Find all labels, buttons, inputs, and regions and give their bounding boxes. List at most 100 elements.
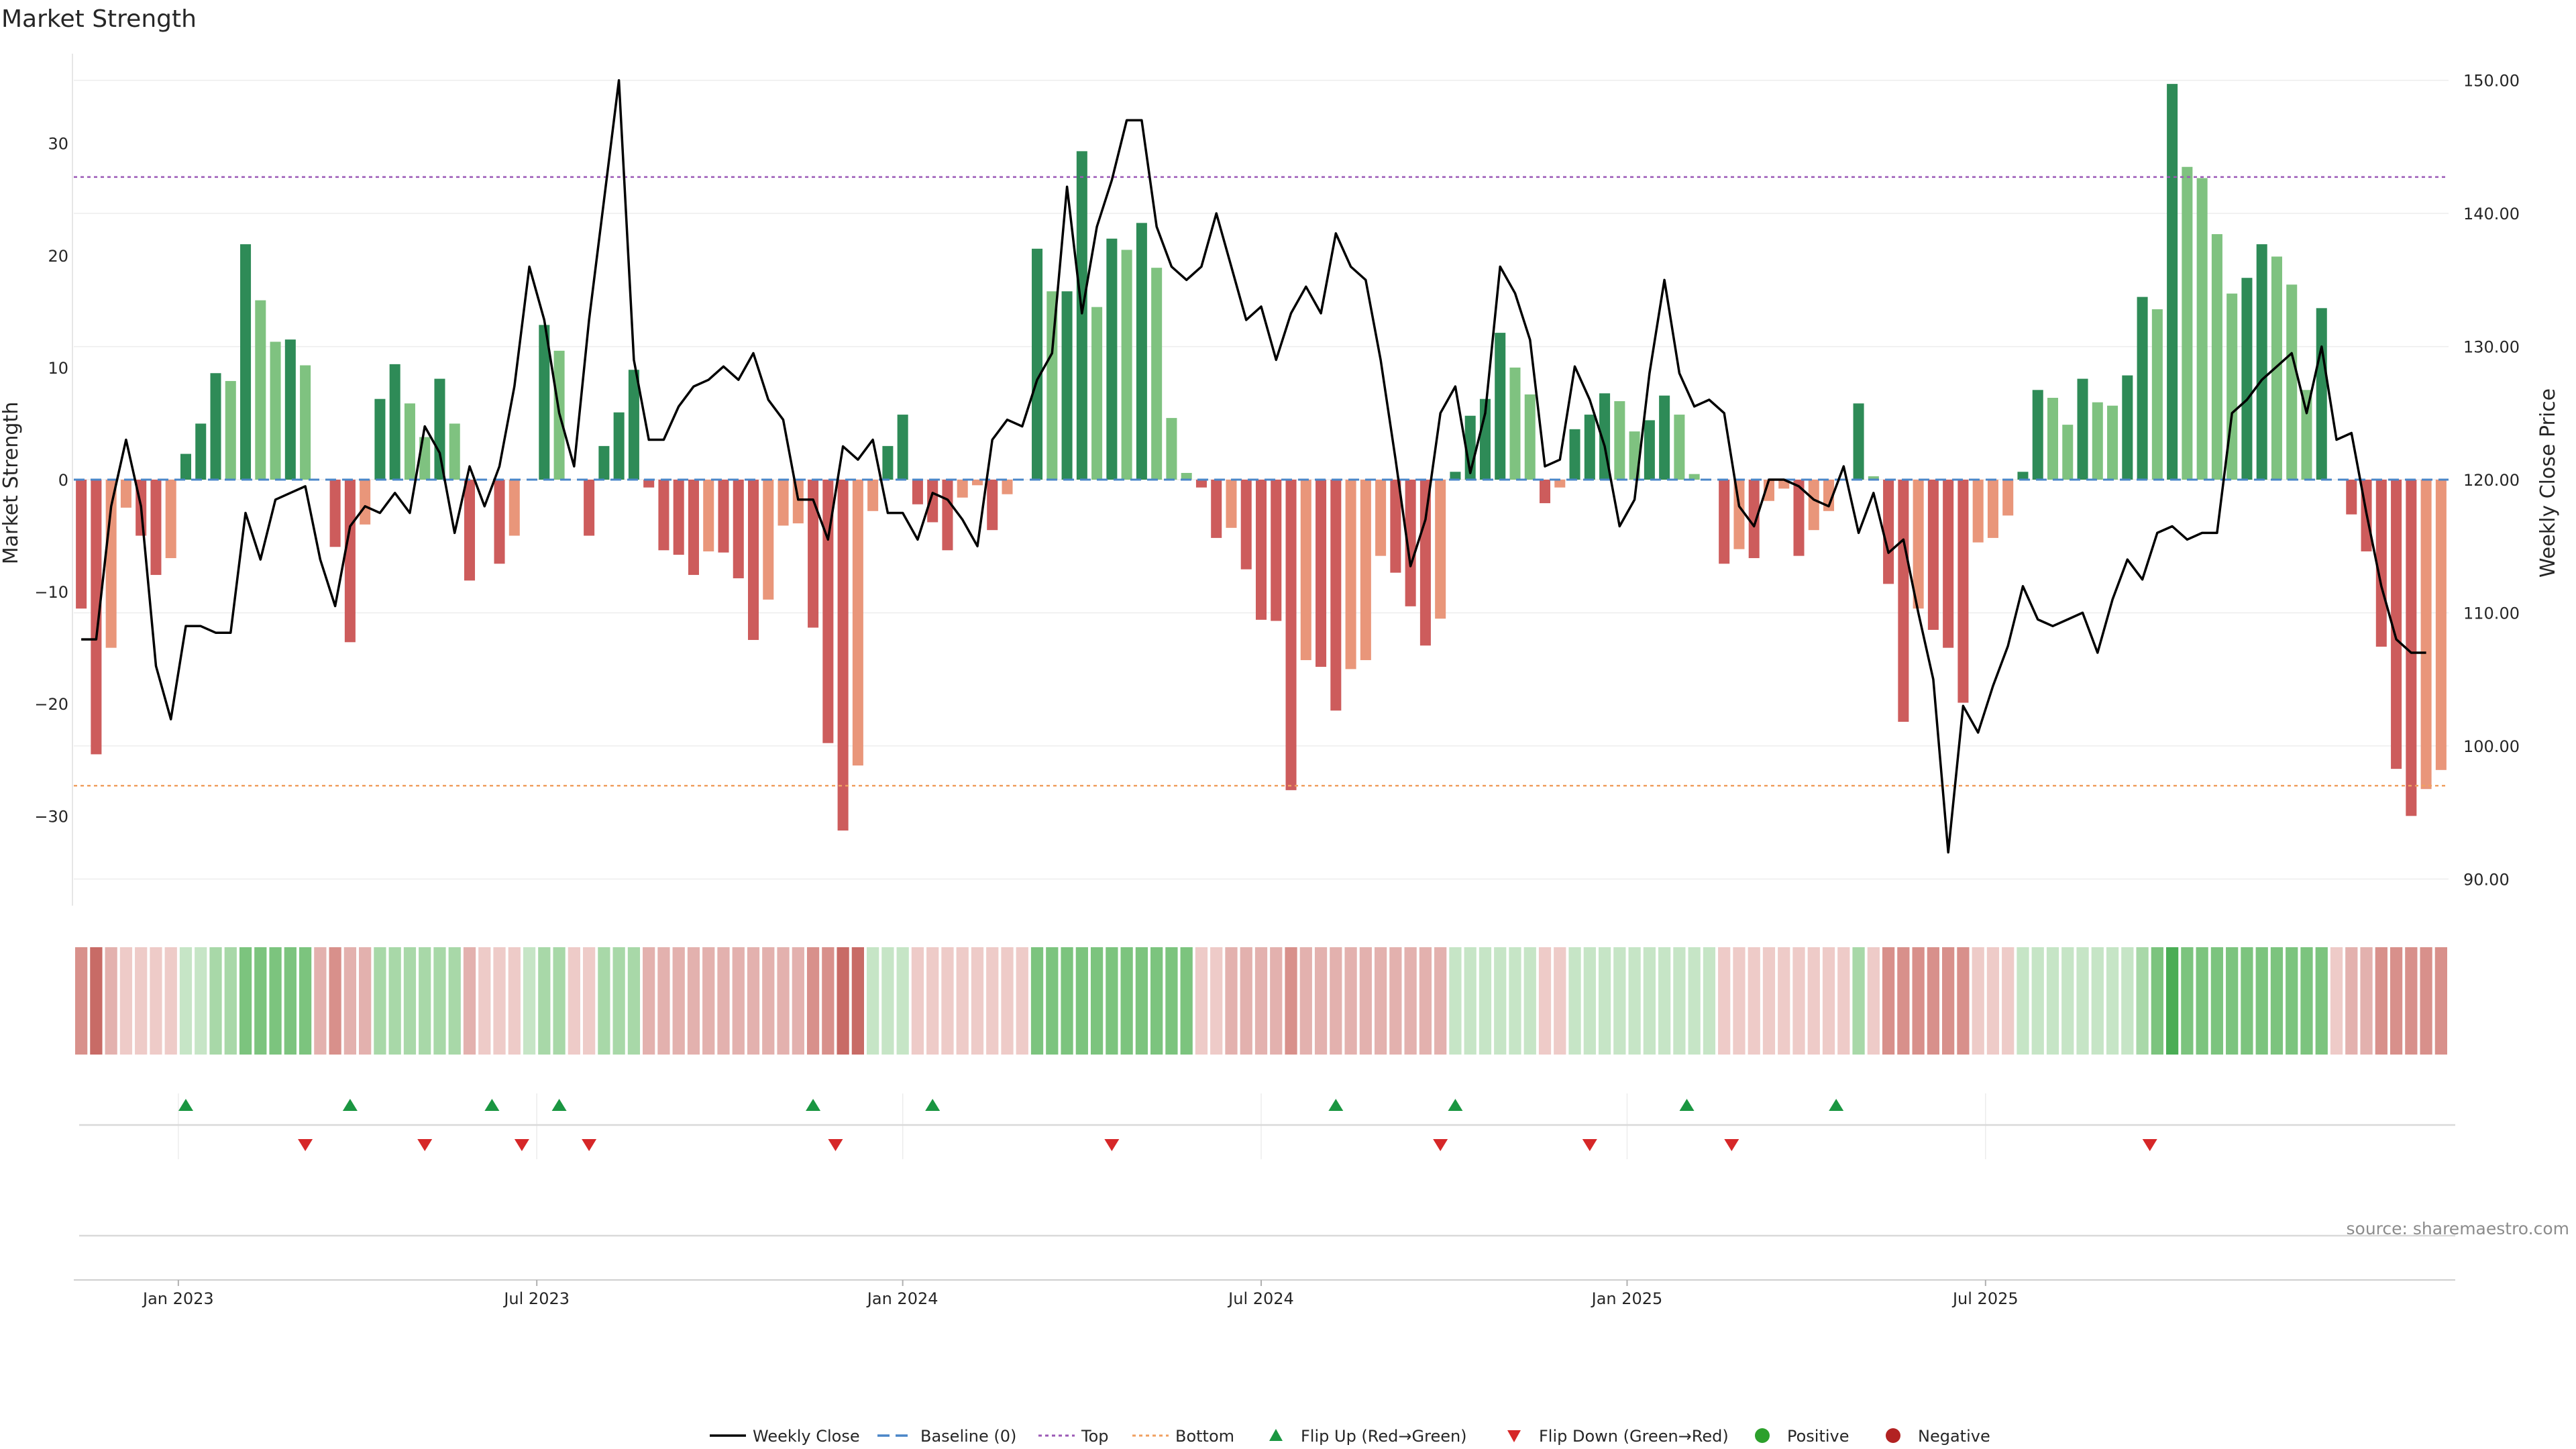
strength-bar — [1375, 480, 1387, 556]
strength-bar — [1688, 474, 1700, 480]
heat-cell — [1120, 947, 1133, 1055]
heat-cell — [1210, 947, 1223, 1055]
flip-down-marker — [582, 1139, 597, 1151]
strength-bar — [1032, 248, 1043, 480]
heat-cell — [1882, 947, 1895, 1055]
heat-cell — [1299, 947, 1312, 1055]
heat-cell — [1807, 947, 1820, 1055]
heat-cell — [717, 947, 730, 1055]
heat-cell — [1583, 947, 1596, 1055]
heat-cell — [2286, 947, 2298, 1055]
strength-bar — [1061, 291, 1073, 480]
strength-bar — [1091, 307, 1103, 480]
flip-down-marker — [417, 1139, 433, 1151]
legend-flip-down-icon — [1507, 1430, 1521, 1442]
heat-strip — [75, 947, 2447, 1055]
heat-cell — [643, 947, 655, 1055]
heat-cell — [463, 947, 476, 1055]
heat-cell — [1494, 947, 1507, 1055]
strength-bar — [1479, 398, 1491, 480]
heat-cell — [1822, 947, 1835, 1055]
strength-bar — [2196, 178, 2208, 480]
y-tick-label: 10 — [48, 359, 68, 378]
heat-cell — [1628, 947, 1641, 1055]
strength-bar — [240, 244, 252, 480]
legend-flip-up-icon — [1269, 1429, 1283, 1441]
legend-label: Flip Up (Red→Green) — [1301, 1427, 1467, 1446]
heat-cell — [224, 947, 237, 1055]
strength-bar — [1957, 480, 1969, 703]
strength-bar — [897, 415, 908, 480]
legend-item: Weekly Close — [710, 1427, 860, 1446]
heat-cell — [135, 947, 148, 1055]
heat-cell — [1389, 947, 1402, 1055]
heat-cell — [2255, 947, 2268, 1055]
strength-bar — [1808, 480, 1819, 531]
strength-bar — [2346, 480, 2357, 515]
legend-item: Negative — [1886, 1427, 1990, 1446]
heat-cell — [1643, 947, 1656, 1055]
flip-down-marker — [828, 1139, 843, 1151]
strength-bar — [1002, 480, 1013, 494]
strength-bar — [1345, 480, 1356, 669]
strength-bar — [598, 445, 610, 480]
y-axis-label: Market Strength — [0, 402, 23, 564]
heat-cell — [1106, 947, 1118, 1055]
strength-bar — [329, 480, 341, 547]
heat-cell — [911, 947, 924, 1055]
heat-cell — [627, 947, 641, 1055]
heat-cell — [254, 947, 267, 1055]
strength-bar — [2151, 309, 2163, 480]
strength-bar — [2032, 390, 2043, 480]
strength-bar — [1927, 480, 1939, 630]
strength-bar — [837, 480, 849, 831]
legend-label: Top — [1081, 1427, 1109, 1446]
heat-cell — [1688, 947, 1701, 1055]
strength-bar — [1719, 480, 1730, 564]
legend: Weekly Close Baseline (0) Top Bottom Flip Up… — [710, 1427, 1990, 1446]
heat-cell — [1404, 947, 1417, 1055]
heat-cell — [314, 947, 327, 1055]
heat-cell — [2061, 947, 2074, 1055]
strength-bar — [210, 373, 221, 480]
flip-down-marker — [1104, 1139, 1120, 1151]
legend-item: Baseline (0) — [877, 1427, 1016, 1446]
heat-cell — [2390, 947, 2403, 1055]
strength-bar — [1255, 480, 1267, 620]
heat-cell — [732, 947, 745, 1055]
heat-cell — [374, 947, 386, 1055]
strength-bar — [1495, 333, 1506, 480]
strength-bar — [1540, 480, 1551, 504]
strength-bar — [1450, 472, 1461, 480]
flip-up-marker — [806, 1099, 821, 1111]
heat-cell — [209, 947, 222, 1055]
heat-cell — [1613, 947, 1626, 1055]
heat-cell — [1285, 947, 1297, 1055]
y2-tick-label: 90.00 — [2463, 870, 2510, 889]
heat-cell — [881, 947, 894, 1055]
heat-cell — [2002, 947, 2015, 1055]
y-tick-label: −20 — [34, 695, 68, 714]
y-tick-label: −30 — [34, 807, 68, 826]
heat-cell — [2165, 947, 2179, 1055]
strength-bar — [613, 412, 625, 480]
strength-bar — [2182, 166, 2193, 480]
strength-bar — [1360, 480, 1371, 661]
heat-cell — [164, 947, 177, 1055]
heat-cell — [105, 947, 117, 1055]
heat-cell — [806, 947, 820, 1055]
heat-cell — [1075, 947, 1088, 1055]
legend-label: Weekly Close — [753, 1427, 860, 1446]
chart-title: Market Strength — [1, 5, 197, 33]
heat-cell — [2210, 947, 2224, 1055]
legend-label: Negative — [1918, 1427, 1990, 1446]
strength-bar — [1659, 395, 1670, 480]
strength-bar — [822, 480, 834, 743]
legend-label: Flip Down (Green→Red) — [1539, 1427, 1729, 1446]
strength-bar — [1913, 480, 1924, 609]
flip-down-marker — [1433, 1139, 1448, 1151]
strength-bar — [1972, 480, 1984, 543]
heat-cell — [1762, 947, 1776, 1055]
y-tick-label: 0 — [58, 471, 68, 490]
heat-cell — [1135, 947, 1148, 1055]
